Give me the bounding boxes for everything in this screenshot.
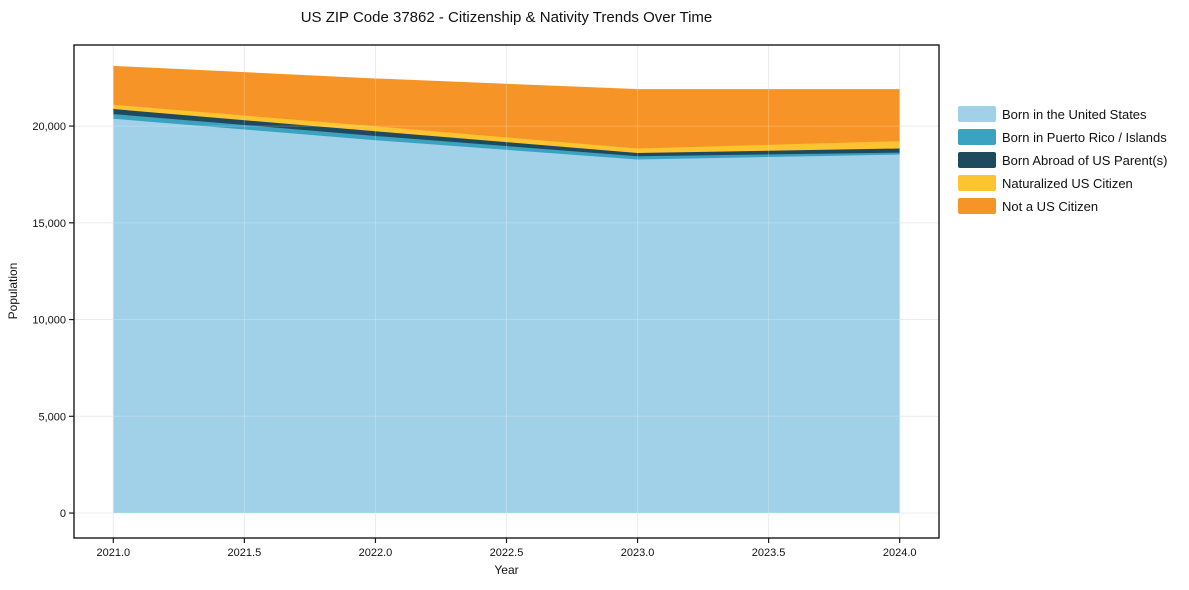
- legend-item-0: Born in the United States: [958, 106, 1167, 122]
- area-edge-3: [113, 103, 900, 150]
- x-tick-label: 2023.0: [621, 547, 655, 559]
- legend-label: Born Abroad of US Parent(s): [1002, 152, 1168, 168]
- x-tick-label: 2024.0: [883, 547, 917, 559]
- legend-swatch: [958, 129, 996, 145]
- legend-item-4: Not a US Citizen: [958, 198, 1167, 214]
- y-tick-label: 20,000: [32, 121, 66, 133]
- area-series-1: [113, 114, 900, 160]
- y-tick-label: 5,000: [38, 411, 66, 423]
- legend-swatch: [958, 175, 996, 191]
- legend-label: Born in the United States: [1002, 106, 1147, 122]
- legend-label: Born in Puerto Rico / Islands: [1002, 129, 1167, 145]
- y-tick-label: 0: [60, 508, 66, 520]
- legend-item-3: Naturalized US Citizen: [958, 175, 1167, 191]
- area-edge-0: [113, 117, 900, 161]
- legend-item-1: Born in Puerto Rico / Islands: [958, 129, 1167, 145]
- x-tick-label: 2023.5: [752, 547, 786, 559]
- x-tick-label: 2022.0: [359, 547, 393, 559]
- area-series-2: [113, 109, 900, 157]
- y-tick-label: 10,000: [32, 315, 66, 327]
- legend-swatch: [958, 106, 996, 122]
- y-tick-label: 15,000: [32, 218, 66, 230]
- area-edge-4: [113, 65, 900, 92]
- legend-item-2: Born Abroad of US Parent(s): [958, 152, 1167, 168]
- area-series-0: [113, 118, 900, 514]
- legend-label: Not a US Citizen: [1002, 198, 1099, 214]
- legend-label: Naturalized US Citizen: [1002, 175, 1133, 191]
- x-axis-label: Year: [494, 563, 519, 577]
- legend-swatch: [958, 198, 996, 214]
- chart-title: US ZIP Code 37862 - Citizenship & Nativi…: [300, 9, 713, 26]
- area-series-4: [113, 66, 900, 149]
- x-tick-label: 2021.5: [228, 547, 262, 559]
- x-tick-label: 2022.5: [490, 547, 524, 559]
- x-tick-label: 2021.0: [96, 547, 130, 559]
- legend-swatch: [958, 152, 996, 168]
- y-axis-label: Population: [6, 262, 20, 320]
- area-series-3: [113, 104, 900, 153]
- legend: Born in the United States Born in Puerto …: [958, 106, 1167, 214]
